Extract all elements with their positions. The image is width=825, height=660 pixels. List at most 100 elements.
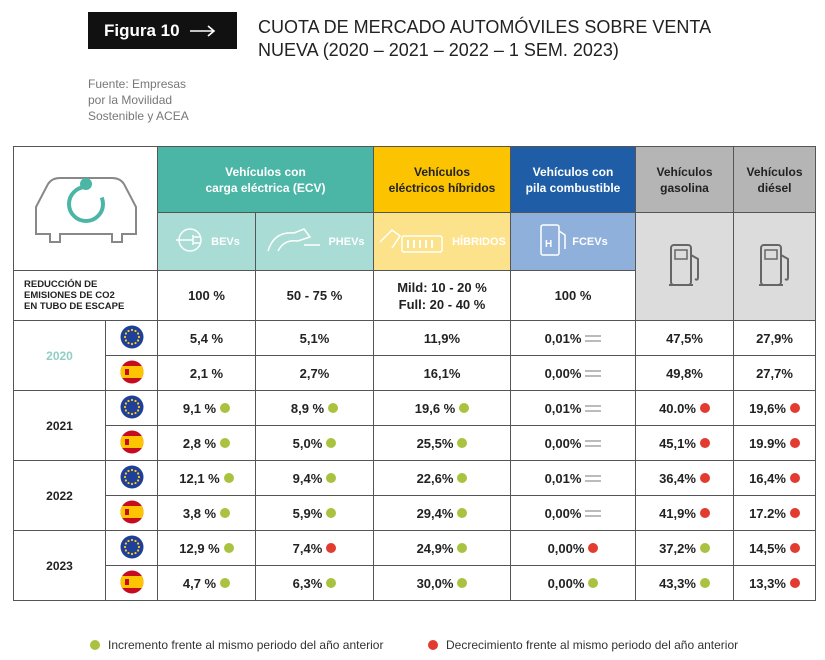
value-content: 0,00%: [511, 506, 635, 521]
group-header-line: Vehículos: [746, 164, 803, 179]
flag-cell: [105, 495, 158, 531]
value-text: 3,8 %: [182, 505, 217, 521]
group-header-line: eléctricos híbridos: [388, 180, 496, 195]
subheader-content: PHEVs: [256, 225, 373, 258]
value-content: 12,1 %: [158, 471, 255, 486]
value-content: 0,01%: [511, 401, 635, 416]
group-header-line: Vehículos con: [532, 164, 614, 179]
value-text: 43,3%: [659, 575, 696, 591]
flag-cell: [105, 530, 158, 566]
subheader-label: FCEVs: [572, 235, 608, 248]
value-content: 9,4%: [256, 471, 373, 486]
data-row: 4,7 % 6,3% 30,0% 0,00% 43,3% 13,3%: [14, 565, 816, 601]
reduction-value: 50 - 75 %: [255, 270, 374, 321]
year-cell: 2023: [13, 530, 106, 601]
value-content: 29,4%: [374, 506, 510, 521]
trend-marker: [457, 543, 468, 553]
trend-marker: [585, 474, 602, 482]
value-cell: 37,2%: [635, 530, 734, 566]
reduction-value-line: Full: 20 - 40 %: [398, 296, 486, 312]
value-content: 7,4%: [256, 541, 373, 556]
figure-label-text: Figura 10: [104, 20, 180, 40]
group-header: Vehículos con carga eléctrica (ECV): [157, 146, 374, 213]
trend-marker: [588, 578, 599, 588]
title-line: CUOTA DE MERCADO AUTOMÓVILES SOBRE VENTA: [258, 17, 712, 37]
value-content: 30,0%: [374, 576, 510, 591]
value-cell: 4,7 %: [157, 565, 256, 601]
value-text: 29,4%: [416, 505, 454, 521]
value-content: 9,1 %: [158, 401, 255, 416]
subheader-icon: [264, 225, 324, 258]
source-line: Sostenible y ACEA: [88, 109, 189, 123]
value-cell: 9,4%: [255, 460, 374, 496]
trend-marker: [326, 543, 337, 553]
value-content: 4,7 %: [158, 576, 255, 591]
trend-marker: [220, 508, 231, 518]
value-text: 0,00%: [544, 365, 582, 381]
value-text: 2,1 %: [189, 365, 224, 381]
value-content: 14,5%: [734, 541, 815, 556]
value-text: 19,6 %: [414, 400, 456, 416]
value-cell: 41,9%: [635, 495, 734, 531]
value-content: 17.2%: [734, 506, 815, 521]
value-cell: 14,5%: [733, 530, 816, 566]
value-content: 24,9%: [374, 541, 510, 556]
value-text: 22,6%: [416, 470, 454, 486]
subheader: BEVs: [157, 212, 256, 271]
value-text: 16,1%: [423, 365, 461, 381]
value-text: 5,0%: [292, 435, 323, 451]
value-content: 0,01%: [511, 471, 635, 486]
subheader: PHEVs: [255, 212, 374, 271]
legend-item: Decrecimiento frente al mismo periodo de…: [428, 638, 738, 652]
flag-cell: [105, 320, 158, 356]
value-text: 27,7%: [756, 365, 793, 381]
value-content: 49,8%: [636, 366, 733, 381]
value-content: 27,7%: [734, 366, 815, 381]
subheader-content: BEVs: [158, 227, 255, 256]
data-row: 2021 9,1 % 8,9 % 19,6 % 0,01% 40.0% 19,6%: [13, 390, 816, 461]
value-cell: 6,3%: [255, 565, 374, 601]
flag-cell: [105, 425, 158, 461]
year-cell: 2021: [13, 390, 106, 461]
value-content: 5,0%: [256, 436, 373, 451]
trend-marker: [326, 473, 337, 483]
title: CUOTA DE MERCADO AUTOMÓVILES SOBRE VENTA…: [258, 16, 711, 62]
source-line: Fuente: Empresas: [88, 77, 187, 91]
value-content: 37,2%: [636, 541, 733, 556]
value-content: 41,9%: [636, 506, 733, 521]
value-content: 6,3%: [256, 576, 373, 591]
value-text: 24,9%: [416, 540, 454, 556]
value-text: 19,6%: [749, 400, 786, 416]
value-text: 2,7%: [299, 365, 330, 381]
reduction-value: Mild: 10 - 20 % Full: 20 - 40 %: [373, 270, 511, 321]
value-text: 30,0%: [416, 575, 454, 591]
trend-marker: [457, 473, 468, 483]
source-line: por la Movilidad: [88, 93, 173, 107]
value-text: 0,01%: [544, 470, 582, 486]
trend-marker: [457, 578, 468, 588]
value-content: 11,9%: [374, 331, 510, 346]
value-text: 47,5%: [666, 330, 703, 346]
value-cell: 5,9%: [255, 495, 374, 531]
subheader: HÍBRIDOS: [373, 212, 511, 271]
value-cell: 8,9 %: [255, 390, 374, 426]
value-cell: 22,6%: [373, 460, 511, 496]
value-text: 0,00%: [544, 435, 582, 451]
subheader-icon: H: [538, 223, 568, 260]
data-row: 2,1 % 2,7% 16,1% 0,00% 49,8% 27,7%: [14, 355, 816, 391]
reduction-value-text: 50 - 75 %: [286, 288, 343, 303]
trend-marker: [585, 369, 602, 377]
legend-dot-up: [90, 640, 100, 650]
header-row: Vehículos con carga eléctrica (ECV) Vehícu…: [13, 146, 816, 271]
trend-marker: [699, 473, 710, 483]
value-cell: 5,4 %: [157, 320, 256, 356]
value-content: 16,1%: [374, 366, 510, 381]
value-content: 19,6%: [734, 401, 815, 416]
value-content: 40.0%: [636, 401, 733, 416]
reduction-value: 100 %: [510, 270, 636, 321]
market-share-table: Vehículos con carga eléctrica (ECV) Vehícu…: [13, 146, 816, 601]
value-cell: 0,01%: [510, 460, 636, 496]
trend-marker: [328, 403, 339, 413]
year-cell: 2020: [13, 320, 106, 391]
